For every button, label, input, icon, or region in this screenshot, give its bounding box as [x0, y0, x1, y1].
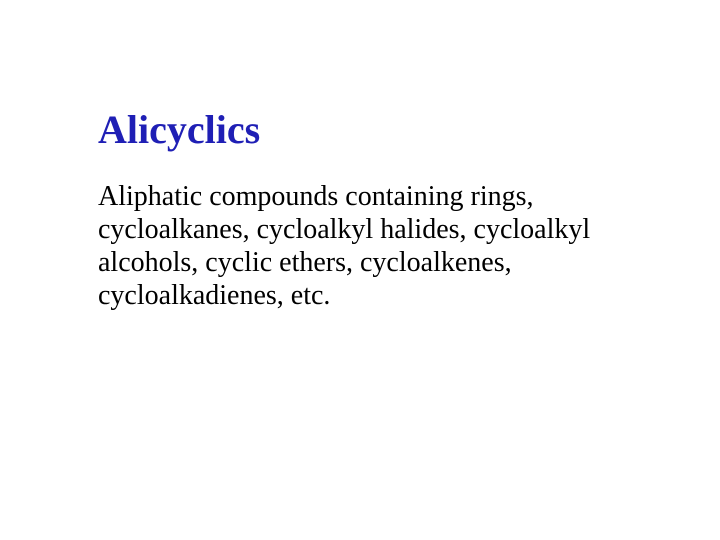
- slide-title: Alicyclics: [98, 108, 260, 152]
- slide-body: Aliphatic compounds containing rings, cy…: [98, 180, 638, 312]
- slide: Alicyclics Aliphatic compounds containin…: [0, 0, 720, 540]
